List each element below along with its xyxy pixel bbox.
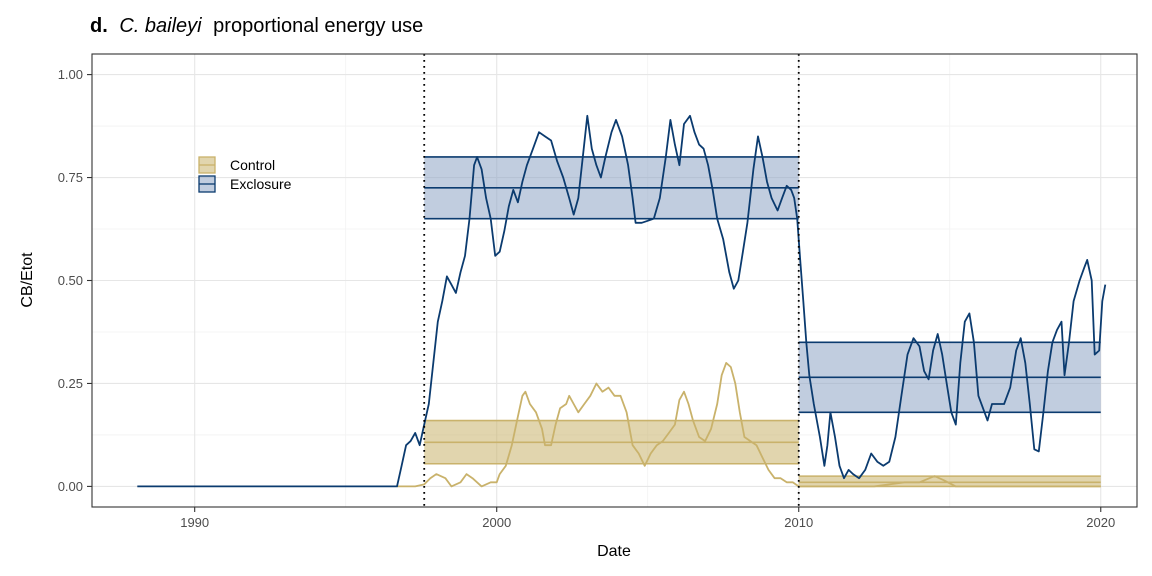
y-axis: 0.00 0.25 0.50 0.75 1.00 (58, 67, 92, 494)
legend: Control Exclosure (198, 156, 292, 193)
y-axis-title: CB/Etot (19, 252, 36, 308)
series-line-exclosure (137, 114, 1107, 488)
y-tick-label: 1.00 (58, 67, 83, 82)
x-axis: 1990 2000 2010 2020 (180, 507, 1115, 530)
y-tick-label: 0.75 (58, 170, 83, 185)
x-tick-label: 2010 (784, 515, 813, 530)
legend-label-exclosure: Exclosure (230, 176, 292, 192)
x-tick-label: 2000 (482, 515, 511, 530)
title-species: C. baileyi (119, 15, 202, 37)
chart-title: d. C. baileyi proportional energy use (90, 15, 423, 37)
series-lines (137, 114, 1107, 488)
legend-label-control: Control (230, 157, 275, 173)
band-control-1 (798, 476, 1101, 487)
series-line-control (397, 362, 1101, 488)
x-tick-label: 1990 (180, 515, 209, 530)
x-axis-title: Date (597, 543, 631, 560)
y-tick-label: 0.50 (58, 273, 83, 288)
title-rest: proportional energy use (213, 15, 423, 37)
y-tick-label: 0.00 (58, 479, 83, 494)
title-prefix: d. (90, 15, 108, 37)
y-tick-label: 0.25 (58, 376, 83, 391)
x-tick-label: 2020 (1086, 515, 1115, 530)
